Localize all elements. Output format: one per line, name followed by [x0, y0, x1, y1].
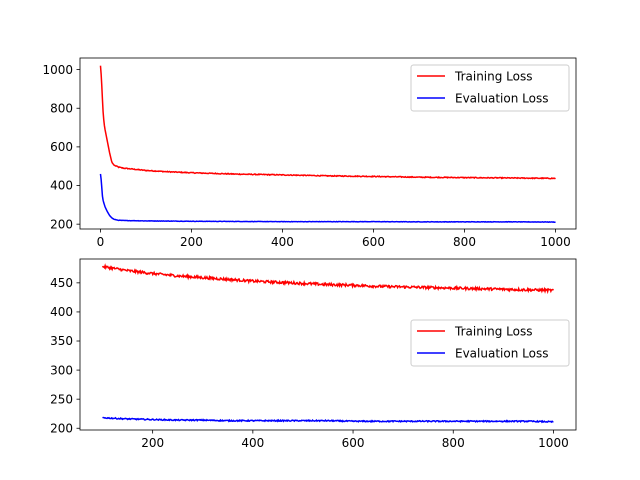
x-tick-label: 200	[180, 235, 203, 249]
subplot-2: 200 400 600 800 1000 200 250 300 350 400 450 Traini…	[50, 258, 577, 450]
y-tick-label: 200	[50, 421, 73, 435]
y-tick-label: 1000	[42, 63, 73, 77]
legend-box	[410, 64, 570, 112]
y-tick-label: 600	[50, 140, 73, 154]
legend-label: Evaluation Loss	[455, 91, 548, 105]
x-tick-label: 400	[271, 235, 294, 249]
legend-box	[410, 319, 570, 367]
y-tick-label: 250	[50, 392, 73, 406]
legend-label: Training Loss	[454, 69, 532, 83]
axes-frame	[79, 258, 577, 431]
x-tick-label: 1000	[540, 235, 571, 249]
axes-frame	[79, 57, 577, 230]
legend-label: Evaluation Loss	[455, 346, 548, 360]
y-tick-label: 400	[50, 305, 73, 319]
x-tick-label: 600	[342, 436, 365, 450]
x-tick-label: 200	[141, 436, 164, 450]
y-tick-label: 300	[50, 363, 73, 377]
y-tick-label: 400	[50, 179, 73, 193]
subplot-1: 0 200 400 600 800 1000 200 400 600 800 1000 Trainin…	[42, 57, 577, 249]
y-tick-label: 800	[50, 101, 73, 115]
series-line-training-loss	[101, 263, 555, 295]
series-line-training-loss	[99, 65, 556, 180]
series-line-evaluation-loss	[99, 173, 556, 224]
x-tick-label: 400	[241, 436, 264, 450]
legend-label: Training Loss	[454, 324, 532, 338]
x-tick-label: 800	[453, 235, 476, 249]
y-tick-label: 350	[50, 334, 73, 348]
x-tick-label: 800	[442, 436, 465, 450]
x-tick-label: 600	[362, 235, 385, 249]
legend: Training Loss Evaluation Loss	[410, 64, 570, 112]
x-tick-label: 0	[97, 235, 105, 249]
legend: Training Loss Evaluation Loss	[410, 319, 570, 367]
series-line-evaluation-loss	[102, 416, 554, 424]
y-tick-label: 200	[50, 217, 73, 231]
plots: 0 200 400 600 800 1000 200 400 600 800 1000 Trainin…	[42, 57, 577, 450]
x-tick-label: 1000	[538, 436, 569, 450]
y-tick-label: 450	[50, 276, 73, 290]
